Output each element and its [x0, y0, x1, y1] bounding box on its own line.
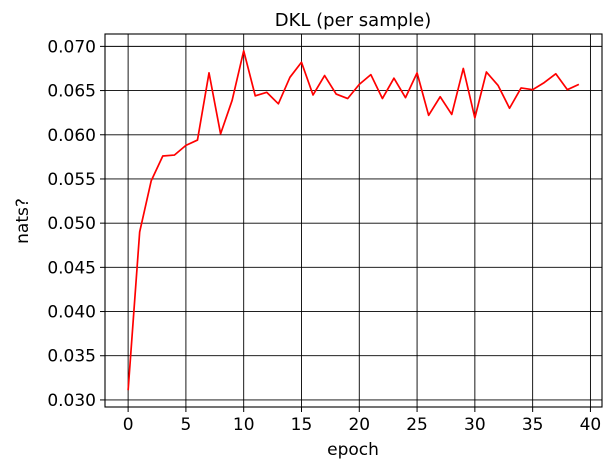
x-tick-label: 35 [522, 415, 544, 435]
grid [105, 34, 602, 407]
x-tick-label: 10 [233, 415, 255, 435]
y-tick-label: 0.040 [47, 303, 96, 323]
y-tick-label: 0.030 [47, 391, 96, 411]
y-tick-label: 0.060 [47, 126, 96, 146]
axes-frame [104, 33, 603, 408]
y-tick-label: 0.035 [47, 347, 96, 367]
x-axis-label: epoch [327, 440, 379, 460]
x-tick-label: 40 [580, 415, 602, 435]
x-tick-label: 30 [464, 415, 486, 435]
x-tick-label: 20 [348, 415, 370, 435]
x-tick-label: 25 [406, 415, 428, 435]
y-axis-ticks: 0.030 0.035 0.040 0.045 0.050 0.055 0.060 0.065… [47, 37, 105, 411]
y-tick-label: 0.065 [47, 82, 96, 102]
series-line [127, 49, 580, 391]
x-tick-label: 15 [291, 415, 313, 435]
plot-area [127, 49, 580, 391]
y-tick-label: 0.070 [47, 37, 96, 57]
x-tick-label: 0 [123, 415, 134, 435]
x-tick-label: 5 [180, 415, 191, 435]
y-tick-label: 0.055 [47, 170, 96, 190]
y-tick-label: 0.045 [47, 258, 96, 278]
x-axis-ticks: 0 5 10 15 20 25 30 35 40 [123, 407, 602, 435]
y-tick-label: 0.050 [47, 214, 96, 234]
y-axis-label: nats? [13, 198, 33, 244]
chart-title: DKL (per sample) [275, 10, 432, 31]
